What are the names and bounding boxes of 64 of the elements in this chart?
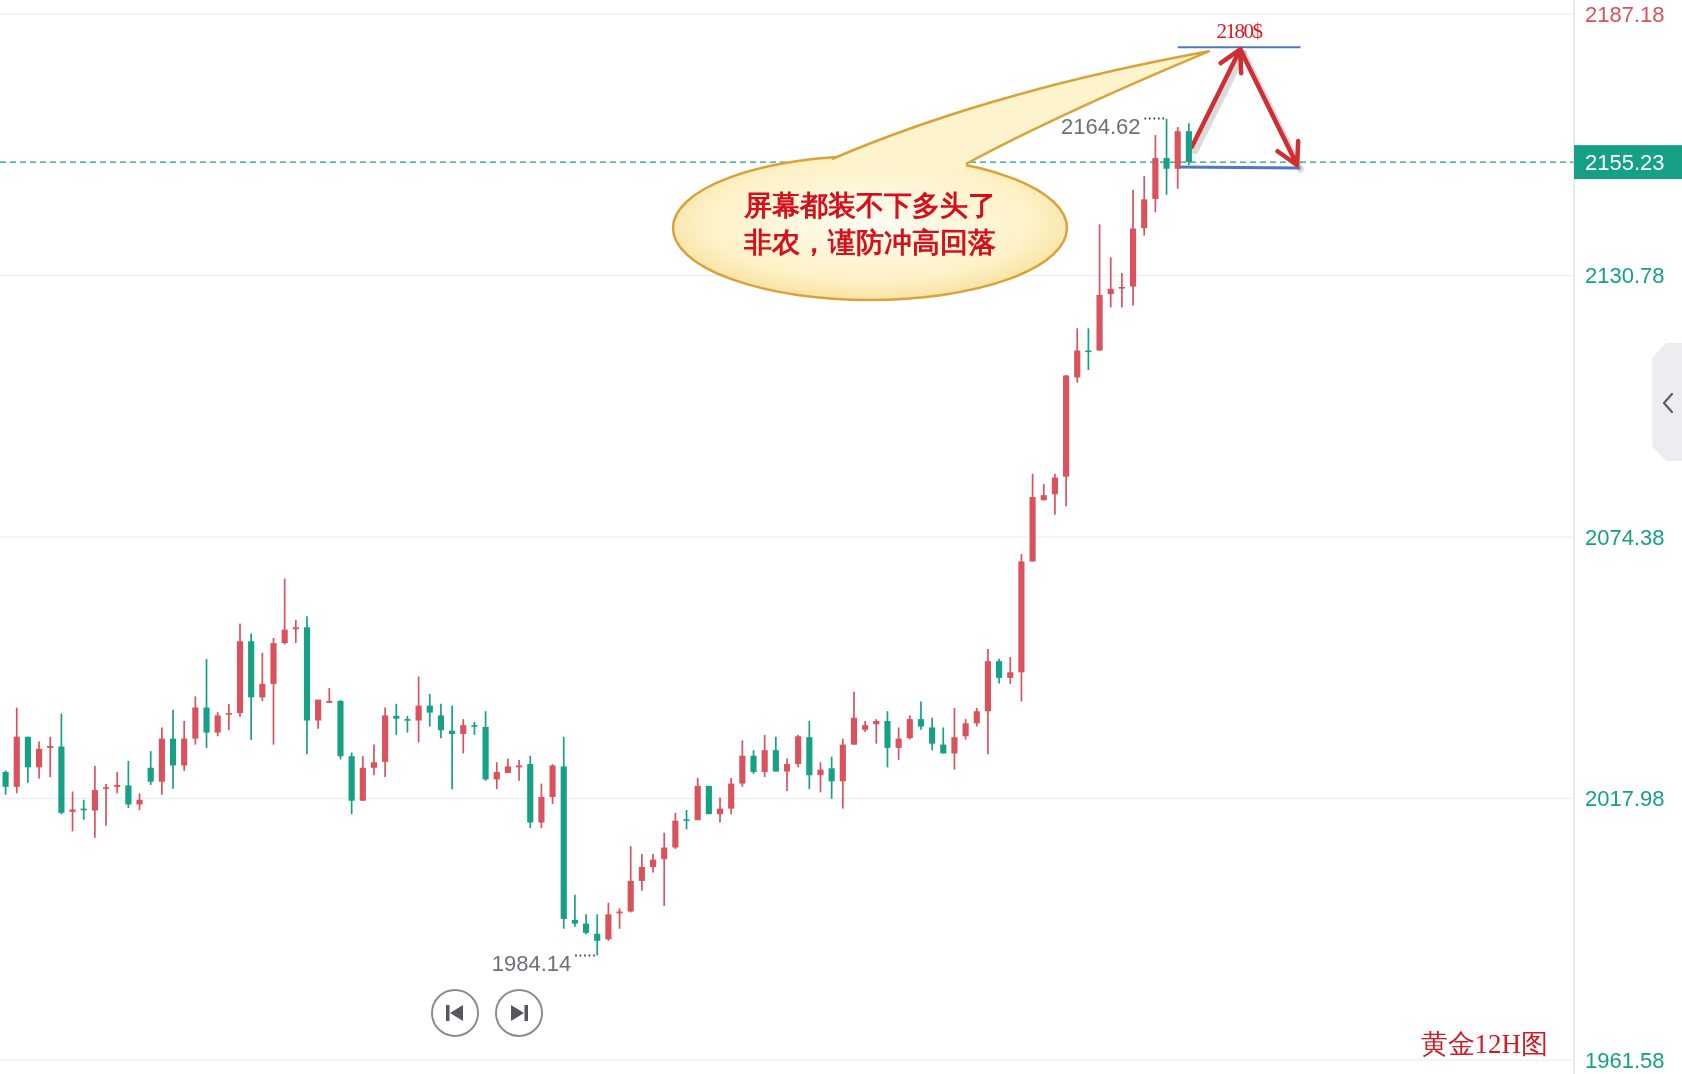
candlestick bbox=[594, 913, 601, 957]
candlestick bbox=[828, 755, 835, 800]
candlestick bbox=[259, 651, 266, 702]
candlestick bbox=[415, 675, 422, 744]
candlestick bbox=[393, 702, 400, 736]
caption: 黄金12H图 bbox=[1420, 1029, 1548, 1059]
price-tag-label: 2155.23 bbox=[1585, 149, 1665, 175]
candlestick bbox=[102, 783, 110, 827]
candlestick bbox=[683, 809, 690, 831]
candlestick bbox=[493, 761, 500, 790]
candlestick bbox=[772, 735, 779, 773]
candlestick bbox=[649, 853, 657, 874]
candlestick bbox=[895, 726, 902, 761]
candlestick bbox=[315, 698, 322, 730]
candlestick bbox=[973, 707, 980, 728]
candlestick bbox=[783, 757, 791, 792]
candlestick bbox=[906, 714, 913, 741]
candlestick bbox=[292, 619, 299, 644]
candlestick bbox=[929, 716, 936, 752]
candlestick bbox=[761, 734, 768, 778]
candlestick bbox=[281, 577, 288, 646]
candlestick bbox=[1163, 117, 1170, 196]
price-note: 1984.14 bbox=[491, 950, 572, 976]
candlestick bbox=[951, 707, 958, 771]
candlestick bbox=[1107, 256, 1114, 309]
candlestick bbox=[1007, 656, 1014, 685]
candlestick bbox=[91, 765, 98, 839]
candlestick bbox=[36, 740, 43, 780]
candlestick bbox=[460, 718, 467, 755]
y-tick-label: 2017.98 bbox=[1585, 786, 1665, 811]
candlestick bbox=[449, 704, 456, 790]
candlestick bbox=[426, 693, 433, 728]
candlestick bbox=[225, 702, 232, 732]
candlestick bbox=[917, 700, 925, 731]
candlestick bbox=[750, 749, 757, 775]
y-tick-label: 2130.78 bbox=[1585, 263, 1665, 288]
candlestick bbox=[817, 761, 824, 794]
candlestick bbox=[638, 853, 645, 892]
candlestick bbox=[516, 759, 523, 782]
price-note: 2164.62 bbox=[1061, 114, 1141, 140]
candlestick bbox=[2, 769, 9, 796]
ref-line-label: 2180$ bbox=[1216, 19, 1262, 44]
candlestick bbox=[69, 790, 76, 833]
y-tick-label: 1961.58 bbox=[1585, 1047, 1665, 1073]
y-tick-label: 2187.18 bbox=[1585, 1, 1665, 27]
candlestick bbox=[114, 771, 121, 795]
candlestick bbox=[370, 743, 378, 777]
candlestick bbox=[125, 760, 132, 809]
callout-text: 非农，谨防冲高回落 bbox=[744, 227, 996, 258]
y-tick-label: 2074.38 bbox=[1585, 524, 1665, 550]
candlestick bbox=[47, 735, 54, 778]
candlestick bbox=[996, 658, 1003, 685]
candlestick bbox=[1118, 272, 1125, 309]
candlestick bbox=[873, 718, 880, 745]
candlestick bbox=[214, 711, 221, 738]
candlestick bbox=[437, 702, 445, 739]
candlestick bbox=[147, 750, 154, 786]
callout-text: 屏幕都装不下多头了 bbox=[744, 190, 996, 221]
candlestick bbox=[962, 718, 969, 741]
candlestick bbox=[571, 894, 578, 928]
candlestick bbox=[1051, 473, 1058, 516]
candlestick bbox=[582, 913, 590, 936]
candlestick bbox=[661, 831, 668, 907]
candlestick bbox=[326, 687, 333, 704]
